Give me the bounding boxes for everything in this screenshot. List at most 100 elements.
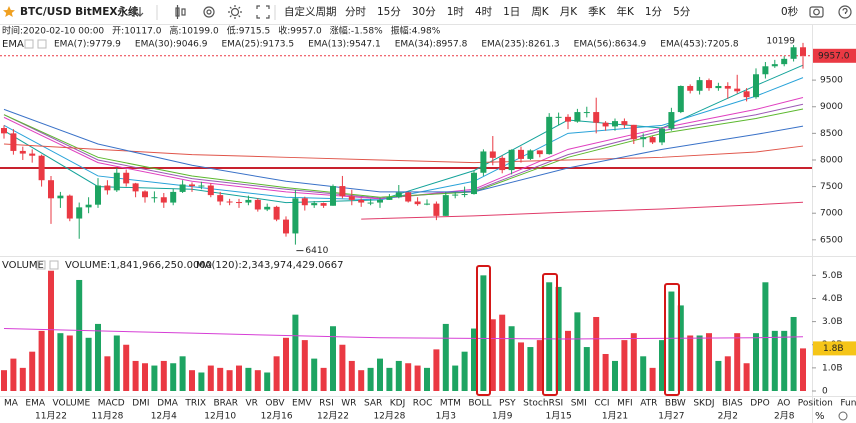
volume-bar [593, 316, 600, 391]
ma-legend: MA(120):2,343,974,429.0667 [196, 260, 344, 271]
candle-body [583, 112, 590, 114]
hide-button[interactable] [24, 39, 34, 49]
custom-period[interactable]: 自定义周期 [284, 5, 337, 18]
period-tab[interactable]: 5分 [673, 6, 691, 18]
volume-bar [677, 305, 684, 391]
indicator-tab[interactable]: EMV [292, 399, 312, 409]
volume-bar [461, 351, 468, 391]
indicator-tab[interactable]: DMI [132, 399, 149, 409]
indicator-tab[interactable]: MFI [617, 399, 633, 409]
candle-body [724, 85, 731, 89]
indicator-tabs: MA EMA VOLUME MACD DMI DMA TRIX BRAR VR OBV EMV RSI… [4, 399, 856, 409]
period-tab[interactable]: 年K [616, 5, 634, 18]
legend-entry: EMA(34):8957.8 [395, 40, 468, 50]
candle-body [132, 183, 139, 192]
volume-bar [283, 337, 289, 391]
y-tick-label: 9500 [820, 76, 843, 86]
axis-settings-icon[interactable] [838, 411, 848, 421]
x-tick-label: 12月28 [373, 411, 405, 422]
period-tab[interactable]: 30分 [412, 6, 436, 18]
period-tab[interactable]: 分时 [345, 6, 366, 18]
candle-body [602, 122, 609, 127]
indicator-tab[interactable]: CCI [594, 399, 609, 409]
hide-button[interactable] [36, 260, 46, 270]
volume-bar [10, 358, 17, 391]
indicator-tab[interactable]: Fundflow [840, 399, 856, 409]
favorite-star[interactable] [3, 6, 15, 17]
ema-line [361, 201, 804, 220]
volume-bar [358, 370, 365, 391]
ema-line [3, 108, 804, 198]
theme-icon[interactable] [228, 5, 242, 19]
volume-bar [395, 360, 402, 391]
info-label: 时间: [2, 25, 23, 37]
indicator-tab[interactable]: AO [777, 399, 790, 409]
compare-icon[interactable] [130, 7, 144, 17]
indicator-tab[interactable]: WR [341, 399, 356, 409]
volume-bar [771, 330, 778, 391]
indicator-tab[interactable]: BOLL [468, 399, 491, 409]
price-badge-label: 9957.0 [818, 51, 850, 61]
indicator-tab[interactable]: MA [4, 399, 19, 409]
symbol[interactable]: BTC/USD BitMEX永续 [20, 5, 139, 18]
info-value: 4.98% [412, 27, 441, 37]
candle-body [198, 185, 205, 187]
percent-toggle[interactable]: % [815, 411, 825, 422]
period-tab[interactable]: 月K [560, 6, 578, 18]
info-label: 涨幅: [330, 25, 351, 37]
indicator-tab[interactable]: BBW [665, 399, 686, 409]
info-value: 2020-02-10 00:00 [23, 27, 104, 37]
period-tab[interactable]: 周K [531, 6, 549, 18]
indicator-tab[interactable]: MTM [440, 399, 461, 409]
indicator-tab[interactable]: VR [245, 399, 257, 409]
volume-bar [123, 344, 130, 391]
indicator-tab[interactable]: DPO [750, 399, 769, 409]
indicator-tab[interactable]: RSI [319, 399, 334, 409]
period-tab[interactable]: 1日 [503, 6, 520, 18]
chart-type-icon[interactable] [175, 5, 186, 19]
indicator-tab[interactable]: DMA [157, 399, 179, 409]
indicator-tab[interactable]: OBV [265, 399, 285, 409]
close-button[interactable] [49, 260, 59, 270]
indicator-tab[interactable]: VOLUME [53, 399, 91, 409]
indicator-tab[interactable]: BRAR [214, 399, 238, 409]
indicator-tab[interactable]: KDJ [390, 399, 406, 409]
volume-bar [95, 323, 101, 391]
volume-bar [254, 370, 261, 391]
indicator-tab[interactable]: SMI [571, 399, 587, 409]
indicator-tab[interactable]: ROC [413, 399, 433, 409]
settings-icon[interactable] [203, 6, 215, 18]
candle-body [508, 149, 515, 171]
volume-bar [160, 360, 167, 391]
period-tab[interactable]: 15分 [377, 6, 401, 18]
fullscreen-icon[interactable] [256, 5, 270, 19]
volume-bar [790, 316, 797, 391]
candle-body [236, 202, 242, 204]
indicator-tab[interactable]: MACD [98, 399, 125, 409]
candle-body [57, 195, 64, 199]
candle-body [696, 80, 703, 91]
candle-body [292, 198, 299, 234]
indicator-tab[interactable]: BIAS [722, 399, 743, 409]
snapshot-icon[interactable] [809, 6, 824, 18]
candle-body [104, 185, 111, 191]
indicator-tab[interactable]: PSY [499, 399, 516, 409]
volume-bar [301, 340, 308, 391]
period-tab[interactable]: 季K [588, 6, 606, 18]
candle-body [273, 206, 280, 220]
indicator-tab[interactable]: SKDJ [693, 399, 714, 409]
volume-bar [104, 356, 111, 391]
help-icon[interactable] [838, 5, 852, 19]
indicator-tab[interactable]: TRIX [184, 399, 206, 409]
indicator-tab[interactable]: Position [798, 399, 833, 409]
indicator-tab[interactable]: StochRSI [523, 399, 563, 409]
period-tab[interactable]: 1时 [447, 6, 465, 18]
volume-bar [292, 314, 299, 391]
period-tab[interactable]: 1分 [645, 6, 663, 18]
indicator-tab[interactable]: EMA [25, 399, 45, 409]
indicator-tab[interactable]: ATR [640, 399, 657, 409]
close-button[interactable] [37, 39, 47, 49]
volume-bar [207, 365, 214, 391]
period-tab[interactable]: 4时 [475, 6, 493, 18]
indicator-tab[interactable]: SAR [364, 399, 382, 409]
